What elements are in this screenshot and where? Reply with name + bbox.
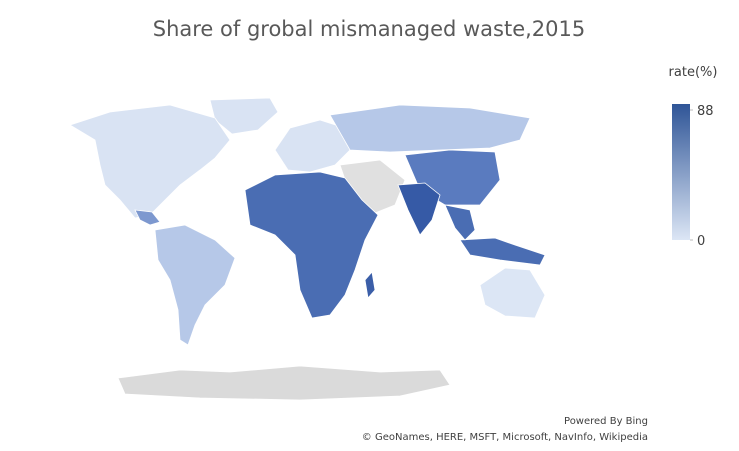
madagascar: [364, 271, 376, 299]
australia: [479, 267, 546, 319]
credit: Powered By Bing: [564, 416, 648, 427]
india: [397, 182, 441, 236]
credit: © GeoNames, HERE, MSFT, Microsoft, NavIn…: [362, 432, 648, 443]
south-america: [154, 224, 236, 346]
africa: [244, 171, 379, 319]
southeast-asia: [444, 204, 546, 266]
russia: [329, 104, 531, 153]
chart-title: Share of grobal mismanaged waste,2015: [153, 17, 586, 41]
world-map: [69, 97, 546, 401]
central-america: [134, 209, 161, 226]
tick-label: 88: [697, 104, 714, 119]
north-america: [69, 104, 231, 219]
antarctica: [117, 365, 451, 401]
tick-label: 0: [697, 234, 705, 249]
scale-ticks: 0 88: [690, 104, 714, 249]
color-scale: [672, 104, 690, 240]
legend-title: rate(%): [669, 65, 718, 80]
